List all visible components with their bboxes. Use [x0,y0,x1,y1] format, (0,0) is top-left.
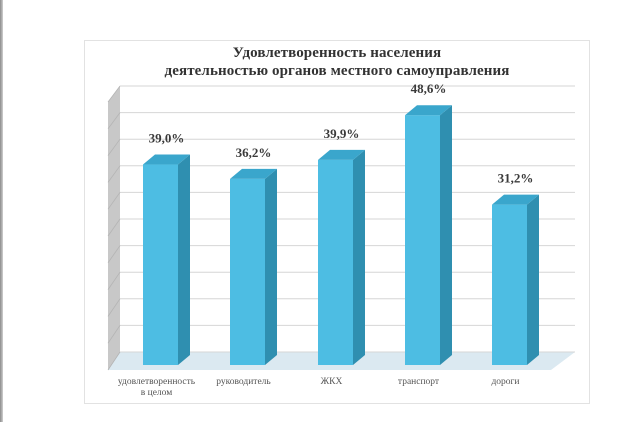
side-wall-gridline [107,192,121,210]
side-wall-gridline [107,85,121,103]
bar-top-face [143,154,190,165]
bar-front-face [230,178,265,365]
bar-side-face [527,194,539,365]
value-labels: 39,0% 36,2% 39,9% 48,6% 31,2% [149,81,534,185]
bar-top-face [318,149,365,160]
category-label: транспорт [398,377,440,387]
bar-front-face [318,159,353,365]
side-wall-gridline [107,245,121,264]
bar-series [143,105,539,366]
bar-4 [405,105,452,366]
bar-5 [492,194,539,365]
bar-front-face [143,164,178,365]
category-label: в целом [141,388,172,398]
side-wall-gridline [107,165,121,183]
bar-top-face [492,194,539,205]
bar-side-face [265,168,277,365]
value-label: 36,2% [236,145,272,160]
side-wall-gridline [107,112,121,130]
bar-front-face [405,115,440,365]
scan-page-edge [0,0,3,422]
value-label: 48,6% [411,81,447,96]
side-wall-gridline [107,351,121,371]
chart-title-line-1: Удовлетворенность населения [232,45,442,61]
side-wall-gridline [107,325,121,344]
value-label: 31,2% [498,171,534,186]
bar-side-face [353,149,365,365]
side-wall-gridline [107,298,121,317]
bar-side-face [178,154,190,365]
bar-3 [318,149,365,365]
category-label: руководитель [216,377,271,387]
category-label: дороги [491,377,519,387]
bar-top-face [405,105,452,116]
category-label: удовлетворенность [118,377,196,387]
bar-2 [230,168,277,365]
bar-front-face [492,204,527,365]
side-wall-gridline [107,271,121,290]
chart-title: Удовлетворенность населения деятельность… [84,44,590,80]
bar-top-face [230,168,277,179]
side-wall-gridline [107,138,121,156]
category-label: ЖКХ [321,377,343,387]
chart-title-line-2: деятельностью органов местного самоуправ… [164,63,510,79]
value-label: 39,0% [149,131,185,146]
value-label: 39,9% [324,126,360,141]
side-wall-gridline [107,218,121,237]
bar-1 [143,154,190,365]
bar-side-face [440,105,452,366]
